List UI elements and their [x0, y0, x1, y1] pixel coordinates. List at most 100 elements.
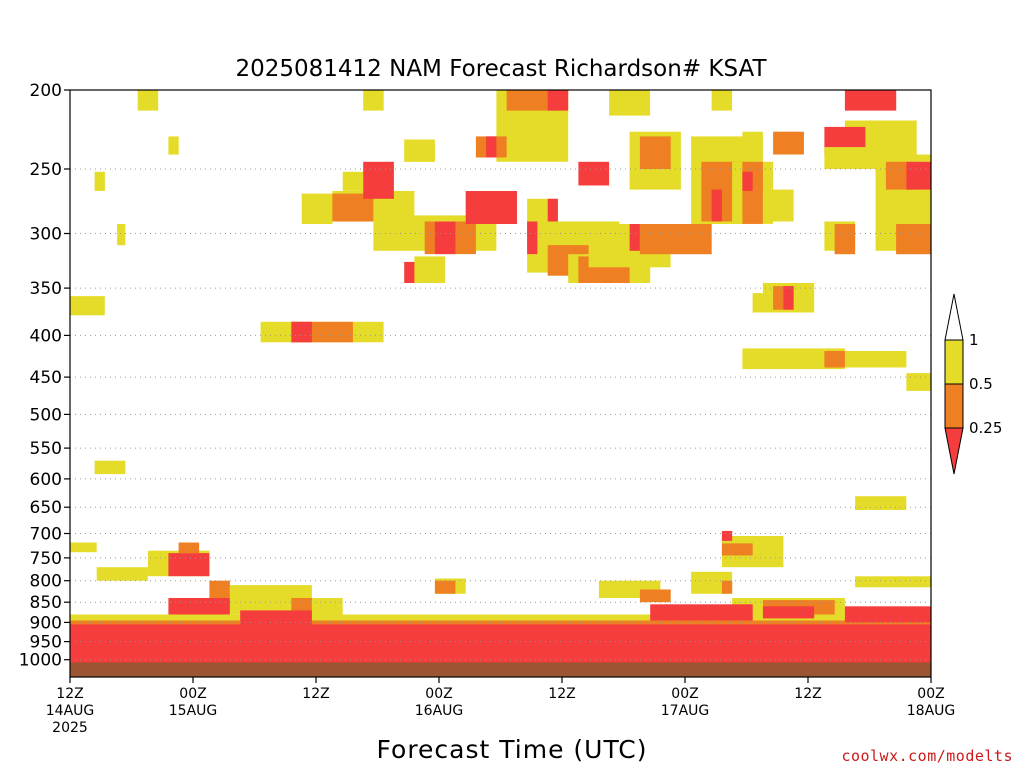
ri-cell-y-11 [404, 139, 435, 162]
ri-cell-r-46 [711, 189, 722, 222]
x-tick-label-72-0: 12Z [794, 686, 821, 702]
ri-cell-r-50 [742, 171, 753, 191]
ri-cell-y-3 [117, 224, 126, 246]
ri-cell-r-96 [168, 598, 230, 615]
y-tick-label-450: 450 [30, 368, 62, 388]
color-legend: 1 0.5 0.25 [944, 293, 1002, 475]
x-tick-label-60-0: 00Z [671, 686, 698, 702]
plot-frame [69, 89, 932, 678]
ri-cell-y-21 [414, 256, 446, 283]
ri-cell-y-85 [691, 571, 733, 594]
y-tick-label-250: 250 [30, 160, 62, 180]
x-tick-label-36-1: 16AUG [415, 703, 464, 719]
ri-cell-r-30 [547, 198, 558, 224]
y-tick-label-650: 650 [30, 498, 62, 518]
gridlines [70, 168, 931, 661]
ri-cell-r-99 [762, 606, 815, 619]
ri-cell-r-100 [844, 606, 931, 623]
ri-cell-y-43 [711, 90, 733, 111]
ri-cell-y-73 [96, 567, 148, 581]
legend-swatch-high [944, 339, 964, 385]
ri-cell-r-39 [578, 161, 610, 186]
y-tick-label-1000: 1000 [19, 651, 62, 671]
y-tick-label-500: 500 [30, 405, 62, 425]
ri-cell-r-97 [240, 610, 312, 625]
ri-cell-r-98 [650, 604, 753, 621]
ri-cell-o-77 [209, 580, 230, 598]
heatmap-cells [70, 90, 931, 677]
ri-cell-o-88 [721, 543, 753, 556]
y-tick-label-300: 300 [30, 225, 62, 245]
ri-cell-y-13 [301, 193, 333, 224]
ri-cell-o-38 [639, 136, 671, 169]
ri-cell-y-10 [363, 90, 384, 111]
ri-cell-r-16 [363, 161, 394, 199]
ri-cell-y-57 [742, 348, 845, 370]
y-tick-label-750: 750 [30, 549, 62, 569]
ri-cell-y-2 [94, 171, 105, 191]
legend-label-2: 0.25 [969, 419, 1002, 437]
ri-cell-y-12 [342, 171, 364, 191]
ri-cell-y-80 [311, 598, 343, 615]
ri-cell-r-28 [465, 191, 517, 224]
y-axis-ticks: 200 250 300 350 400 450 500 550 600 650 700 750 8008… [19, 81, 70, 671]
ri-cell-o-23 [506, 90, 558, 111]
y-tick-label-400: 400 [30, 326, 62, 346]
y-tick-label-850: 850 [30, 593, 62, 613]
ri-cell-y-47 [742, 131, 763, 162]
legend-top-arrow [944, 293, 964, 341]
y-tick-label-350: 350 [30, 279, 62, 299]
ri-cell-y-8 [94, 460, 126, 475]
ri-cell-r-7 [291, 321, 312, 343]
ri-cell-r-60 [844, 90, 897, 111]
ri-cell-y-0 [137, 90, 159, 111]
ri-cell-y-71 [906, 373, 931, 391]
ri-cell-r-24 [547, 90, 569, 111]
x-tick-label-0-2: 2025 [52, 720, 88, 736]
ri-cell-y-92 [855, 576, 931, 588]
x-axis-label: Forecast Time (UTC) [377, 735, 648, 764]
ri-cell-o-51 [773, 131, 804, 155]
ri-cell-r-26 [486, 136, 497, 158]
y-tick-label-550: 550 [30, 439, 62, 459]
x-tick-label-0-1: 14AUG [46, 703, 95, 719]
y-tick-label-900: 900 [30, 613, 62, 633]
y-tick-label-950: 950 [30, 633, 62, 653]
ri-cell-y-59 [844, 351, 907, 368]
ri-cell-o-69 [896, 224, 931, 255]
chart-title: 2025081412 NAM Forecast Richardson# KSAT [235, 56, 767, 82]
ri-cell-o-76 [178, 542, 200, 554]
x-tick-label-84-0: 00Z [917, 686, 944, 702]
x-tick-label-60-1: 17AUG [661, 703, 710, 719]
ri-cell-y-72 [855, 496, 907, 510]
x-tick-label-48-0: 12Z [548, 686, 575, 702]
x-tick-label-36-0: 00Z [425, 686, 452, 702]
ri-cell-y-4 [70, 296, 105, 316]
ri-cell-o-82 [434, 580, 456, 594]
ri-cell-r-95 [70, 624, 931, 663]
x-tick-label-24-0: 12Z [302, 686, 329, 702]
ri-cell-o-84 [639, 589, 671, 603]
y-tick-label-800: 800 [30, 572, 62, 592]
x-tick-label-84-1: 18AUG [907, 703, 956, 719]
y-tick-label-200: 200 [30, 81, 62, 101]
ri-cell-r-75 [168, 553, 210, 577]
ri-cell-o-67 [834, 224, 856, 255]
ri-cell-r-65 [906, 161, 931, 190]
ri-cell-o-86 [721, 580, 733, 594]
ri-cell-y-70 [824, 147, 866, 169]
ri-cell-r-56 [783, 286, 794, 310]
ri-cell-o-79 [291, 598, 312, 615]
ri-cell-o-49 [742, 161, 763, 224]
legend-label-1: 0.5 [969, 375, 993, 393]
ri-cell-y-9 [70, 542, 97, 553]
y-tick-label-600: 600 [30, 470, 62, 490]
ri-cell-r-89 [721, 530, 733, 541]
x-tick-label-0-0: 12Z [56, 686, 83, 702]
surface-band [70, 662, 931, 677]
ri-cell-y-36 [609, 90, 651, 116]
credit-text: coolwx.com/modelts [841, 747, 1013, 765]
legend-swatch-mid [944, 383, 964, 429]
